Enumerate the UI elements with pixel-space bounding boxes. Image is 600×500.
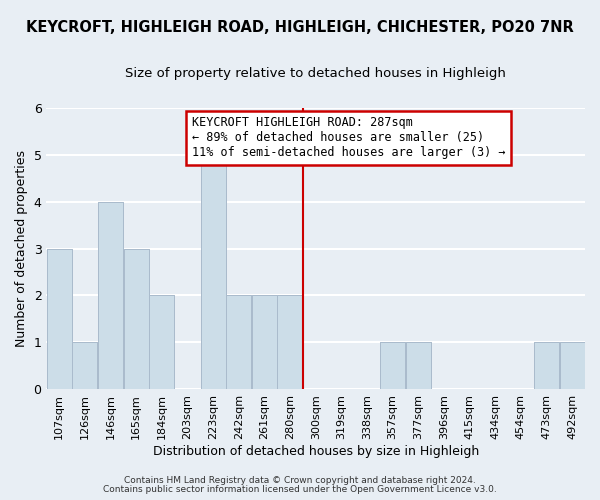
Bar <box>534 342 559 389</box>
Bar <box>149 296 175 389</box>
Bar <box>47 248 72 389</box>
Title: Size of property relative to detached houses in Highleigh: Size of property relative to detached ho… <box>125 68 506 80</box>
Bar <box>124 248 149 389</box>
Bar <box>380 342 405 389</box>
Bar <box>200 155 226 389</box>
Bar <box>560 342 585 389</box>
Bar <box>252 296 277 389</box>
Bar <box>98 202 123 389</box>
Bar <box>226 296 251 389</box>
Y-axis label: Number of detached properties: Number of detached properties <box>15 150 28 347</box>
Bar <box>47 248 72 389</box>
Bar <box>534 342 559 389</box>
Text: Contains HM Land Registry data © Crown copyright and database right 2024.: Contains HM Land Registry data © Crown c… <box>124 476 476 485</box>
Bar <box>277 296 302 389</box>
Bar <box>149 296 175 389</box>
X-axis label: Distribution of detached houses by size in Highleigh: Distribution of detached houses by size … <box>152 444 479 458</box>
Text: KEYCROFT, HIGHLEIGH ROAD, HIGHLEIGH, CHICHESTER, PO20 7NR: KEYCROFT, HIGHLEIGH ROAD, HIGHLEIGH, CHI… <box>26 20 574 35</box>
Bar <box>277 296 302 389</box>
Bar <box>406 342 431 389</box>
Bar <box>380 342 405 389</box>
Bar <box>226 296 251 389</box>
Bar <box>73 342 97 389</box>
Bar <box>124 248 149 389</box>
Bar <box>252 296 277 389</box>
Bar <box>200 155 226 389</box>
Bar <box>406 342 431 389</box>
Text: KEYCROFT HIGHLEIGH ROAD: 287sqm
← 89% of detached houses are smaller (25)
11% of: KEYCROFT HIGHLEIGH ROAD: 287sqm ← 89% of… <box>192 116 505 160</box>
Text: Contains public sector information licensed under the Open Government Licence v3: Contains public sector information licen… <box>103 485 497 494</box>
Bar <box>560 342 585 389</box>
Bar <box>98 202 123 389</box>
Bar <box>73 342 97 389</box>
